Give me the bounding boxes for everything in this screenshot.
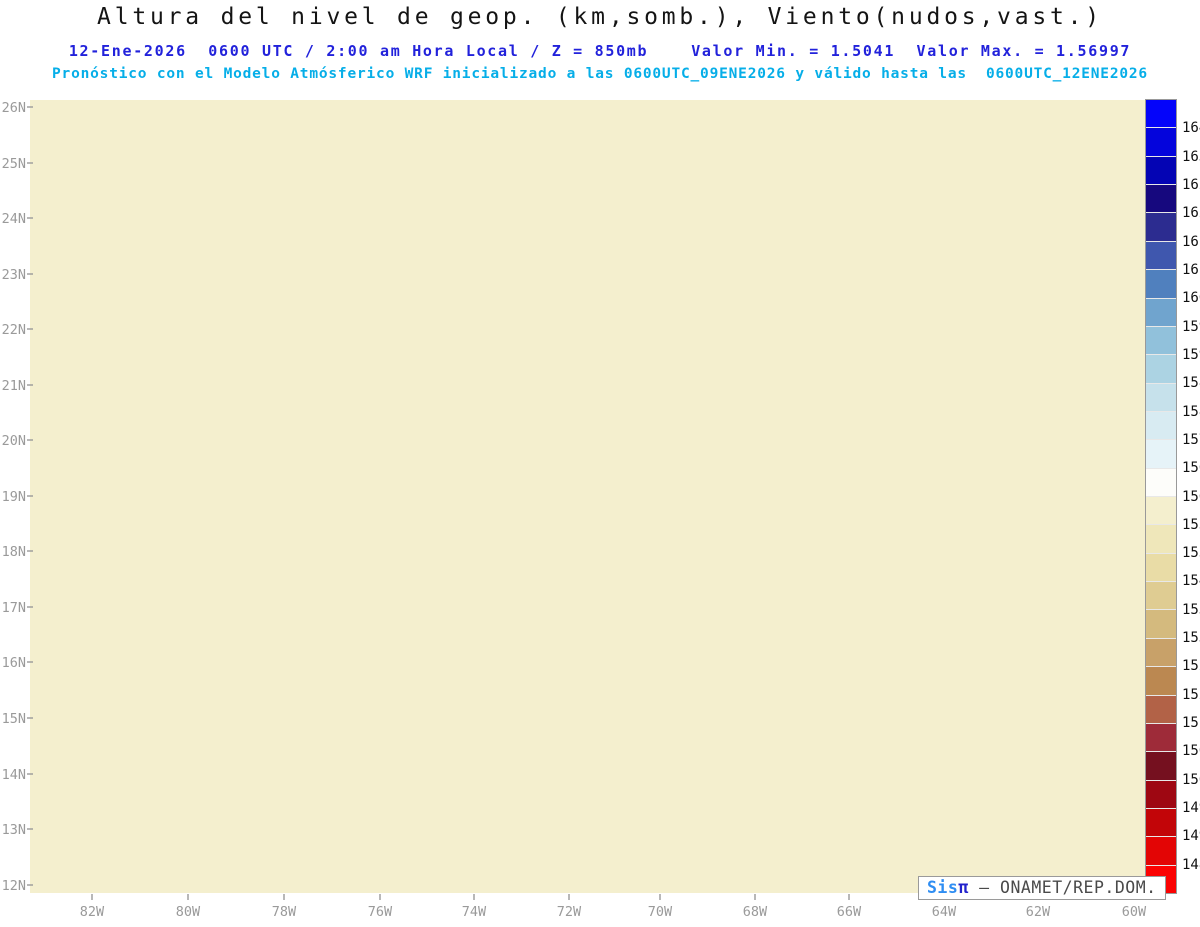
colorbar-cell-12 <box>1146 440 1176 468</box>
lat-label-20N: 20N <box>2 433 26 449</box>
colorbar-cell-26 <box>1146 837 1176 865</box>
lat-label-13N: 13N <box>2 822 26 838</box>
colorbar-cell-15 <box>1146 525 1176 553</box>
lat-label-23N: 23N <box>2 267 26 283</box>
colorbar-cell-6 <box>1146 270 1176 298</box>
colorbar <box>1145 99 1177 894</box>
colorbar-cell-11 <box>1146 411 1176 440</box>
colorbar-label-1551: 1551 <box>1182 545 1200 562</box>
colorbar-cell-0 <box>1146 100 1176 128</box>
watermark-org-text: – ONAMET/REP.DOM. <box>968 878 1157 897</box>
lon-label-66W: 66W <box>837 904 862 920</box>
lat-label-12N: 12N <box>2 878 26 894</box>
colorbar-cell-3 <box>1146 185 1176 213</box>
colorbar-label-1557: 1557 <box>1182 516 1200 533</box>
colorbar-label-1569: 1569 <box>1182 460 1200 477</box>
lat-label-22N: 22N <box>2 322 26 338</box>
colorbar-cell-22 <box>1146 723 1176 752</box>
colorbar-label-1539: 1539 <box>1182 601 1200 618</box>
colorbar-cell-13 <box>1146 468 1176 497</box>
lon-label-64W: 64W <box>932 904 957 920</box>
lat-label-21N: 21N <box>2 378 26 394</box>
lat-label-18N: 18N <box>2 544 26 560</box>
lat-label-26N: 26N <box>2 100 26 116</box>
colorbar-label-1611: 1611 <box>1182 261 1200 278</box>
lon-label-82W: 82W <box>80 904 105 920</box>
colorbar-cell-7 <box>1146 298 1176 326</box>
colorbar-label-1491: 1491 <box>1182 828 1200 845</box>
colorbar-cell-14 <box>1146 497 1176 525</box>
colorbar-label-1629: 1629 <box>1182 176 1200 193</box>
colorbar-cell-25 <box>1146 808 1176 837</box>
lon-label-76W: 76W <box>368 904 393 920</box>
colorbar-label-1545: 1545 <box>1182 573 1200 590</box>
colorbar-label-1503: 1503 <box>1182 771 1200 788</box>
lat-label-24N: 24N <box>2 211 26 227</box>
colorbar-label-1587: 1587 <box>1182 375 1200 392</box>
colorbar-label-1563: 1563 <box>1182 488 1200 505</box>
lat-label-25N: 25N <box>2 156 26 172</box>
colorbar-label-1497: 1497 <box>1182 800 1200 817</box>
colorbar-cell-8 <box>1146 326 1176 355</box>
colorbar-label-1581: 1581 <box>1182 403 1200 420</box>
datetime-minmax-line: 12-Ene-2026 0600 UTC / 2:00 am Hora Loca… <box>68 42 1132 60</box>
colorbar-label-1593: 1593 <box>1182 346 1200 363</box>
colorbar-cell-10 <box>1146 383 1176 411</box>
lat-label-15N: 15N <box>2 711 26 727</box>
colorbar-cell-5 <box>1146 241 1176 270</box>
colorbar-cell-2 <box>1146 156 1176 185</box>
lon-label-62W: 62W <box>1026 904 1051 920</box>
band-base <box>30 100 1145 893</box>
colorbar-label-1641: 1641 <box>1182 120 1200 137</box>
watermark-badge: Sisπ – ONAMET/REP.DOM. <box>918 876 1166 900</box>
lat-label-17N: 17N <box>2 600 26 616</box>
colorbar-label-1605: 1605 <box>1182 290 1200 307</box>
colorbar-label-1617: 1617 <box>1182 233 1200 250</box>
lon-label-60W: 60W <box>1122 904 1147 920</box>
colorbar-label-1521: 1521 <box>1182 686 1200 703</box>
colorbar-cell-20 <box>1146 667 1176 695</box>
colorbar-label-1485: 1485 <box>1182 856 1200 873</box>
axes: 26N 25N 24N 23N 22N 21N 20N 19N 18N 17N 16N 15N 14N 1… <box>2 100 1147 920</box>
colorbar-cell-24 <box>1146 780 1176 808</box>
colorbar-cell-16 <box>1146 553 1176 582</box>
colorbar-label-1623: 1623 <box>1182 205 1200 222</box>
page-title: Altura del nivel de geop. (km,somb.), Vi… <box>97 4 1103 30</box>
colorbar-cell-23 <box>1146 752 1176 780</box>
colorbar-cell-4 <box>1146 213 1176 241</box>
colorbar-cell-18 <box>1146 610 1176 638</box>
lat-label-14N: 14N <box>2 767 26 783</box>
colorbar-label-1533: 1533 <box>1182 630 1200 647</box>
colorbar-cell-17 <box>1146 582 1176 610</box>
watermark-sis-text: Sis <box>927 878 959 897</box>
colorbar-label-1635: 1635 <box>1182 148 1200 165</box>
lon-label-68W: 68W <box>743 904 768 920</box>
lat-label-16N: 16N <box>2 655 26 671</box>
colorbar-cell-1 <box>1146 128 1176 156</box>
pi-icon: π <box>958 878 969 897</box>
lon-label-72W: 72W <box>557 904 582 920</box>
lat-label-19N: 19N <box>2 489 26 505</box>
lon-label-70W: 70W <box>648 904 673 920</box>
colorbar-cell-21 <box>1146 695 1176 723</box>
lon-label-80W: 80W <box>176 904 201 920</box>
forecast-model-line: Pronóstico con el Modelo Atmósferico WRF… <box>52 66 1148 82</box>
colorbar-label-1527: 1527 <box>1182 658 1200 675</box>
colorbar-label-1509: 1509 <box>1182 743 1200 760</box>
lon-label-78W: 78W <box>272 904 297 920</box>
colorbar-label-1575: 1575 <box>1182 431 1200 448</box>
colorbar-cell-19 <box>1146 638 1176 667</box>
colorbar-cell-9 <box>1146 355 1176 383</box>
lon-label-74W: 74W <box>462 904 487 920</box>
colorbar-label-1599: 1599 <box>1182 318 1200 335</box>
